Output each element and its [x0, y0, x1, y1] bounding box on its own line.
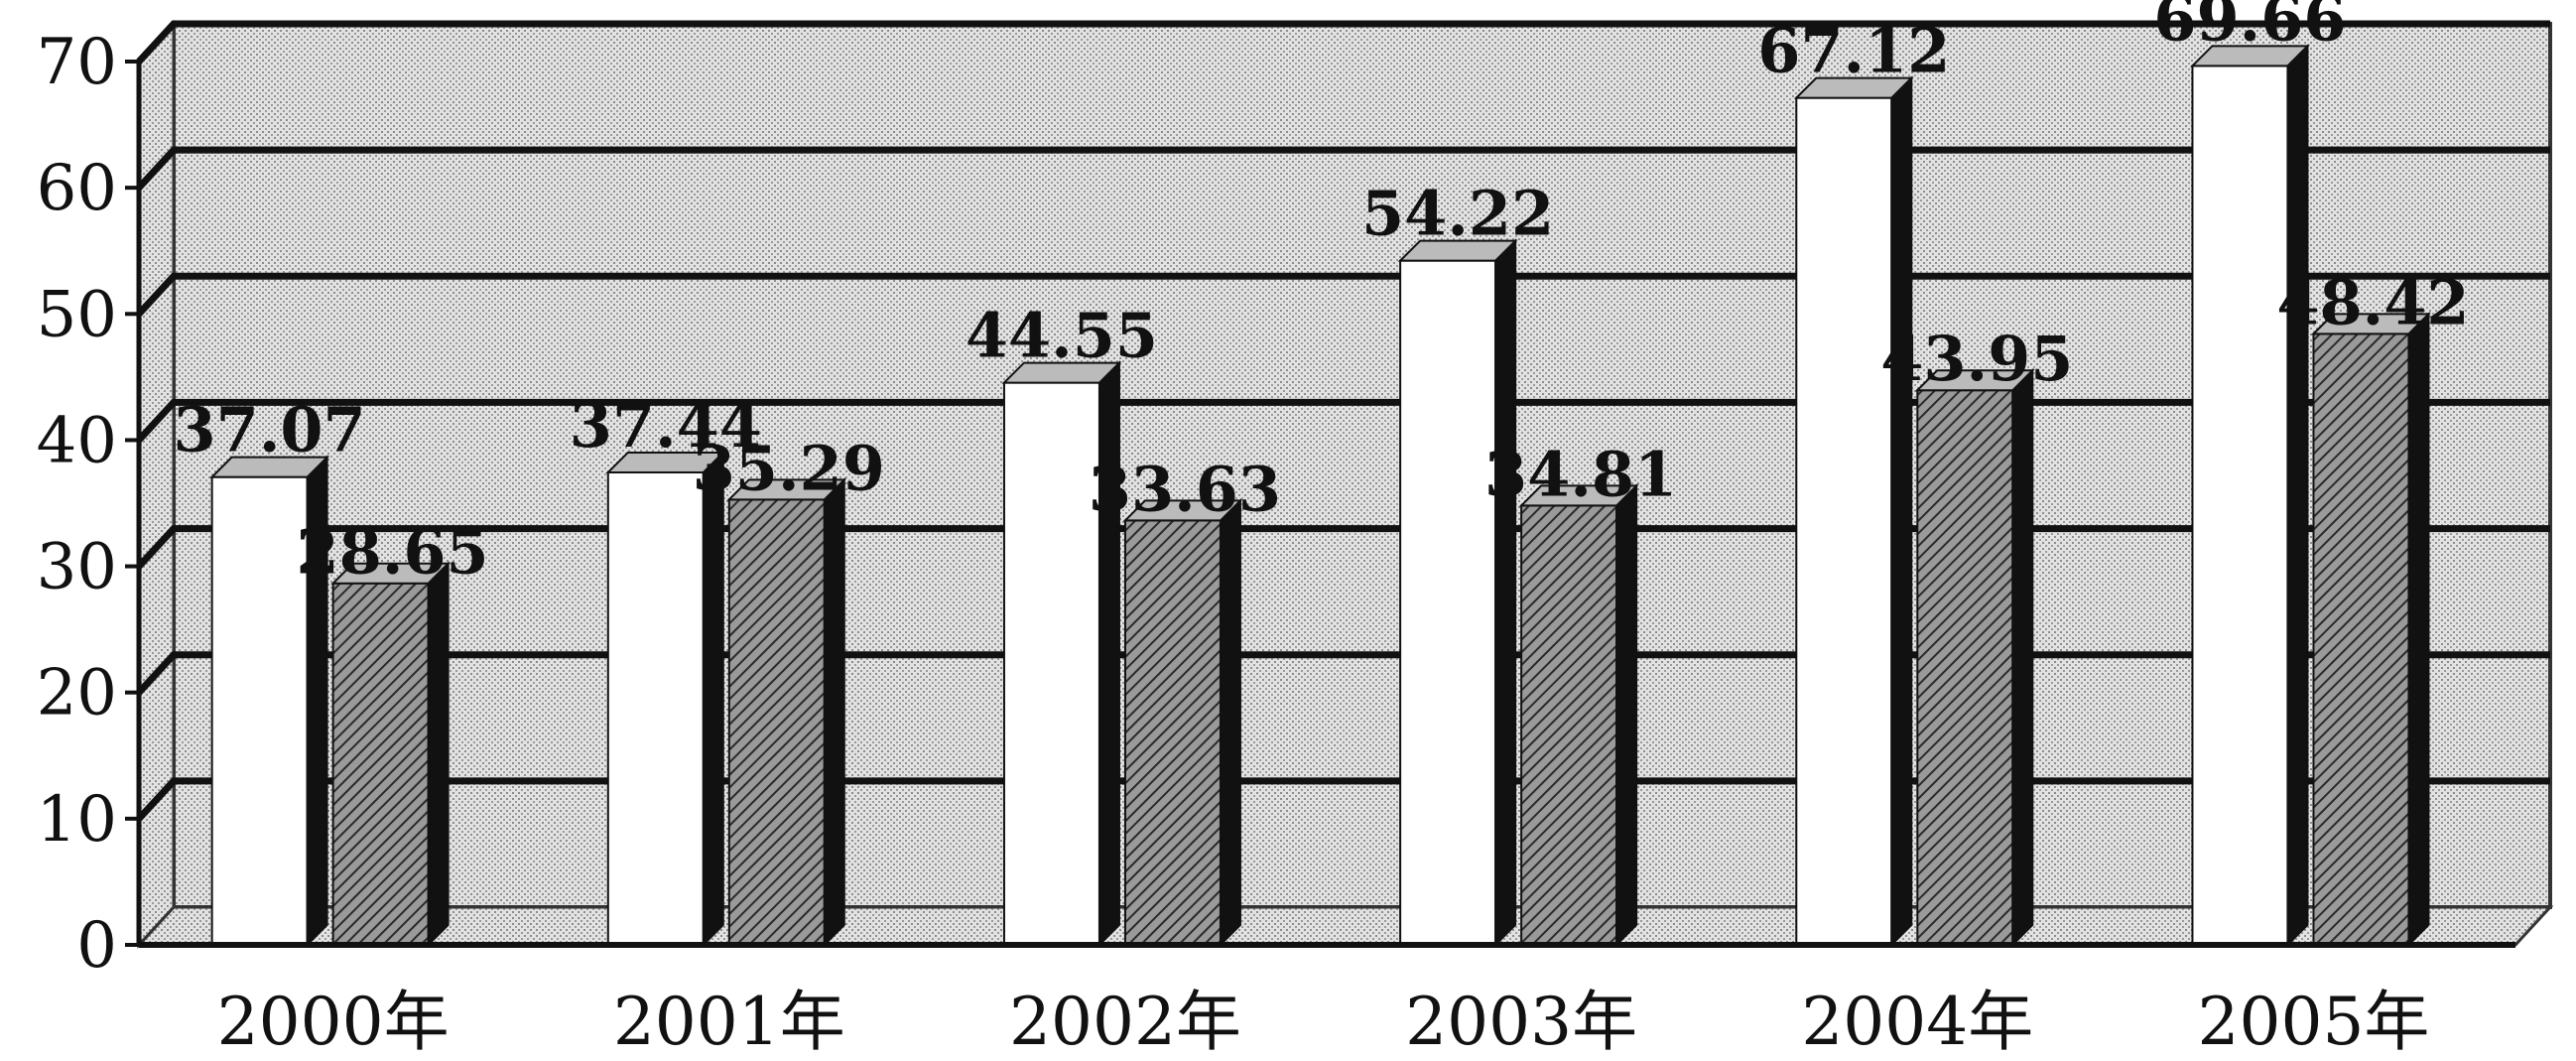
data-label-s2-1: 35.29: [693, 432, 885, 504]
data-label-s2-0: 28.65: [297, 516, 489, 589]
data-label-s1-0: 37.07: [174, 394, 366, 466]
bar-s2-5: [2311, 311, 2431, 948]
bar-s1-3: [1397, 238, 1518, 948]
data-label-s1-2: 44.55: [966, 300, 1158, 372]
data-label-s1-4: 67.12: [1757, 15, 1950, 87]
gridline-60: [136, 146, 2550, 191]
x-category-label-4: 2004年: [1801, 984, 2033, 1060]
y-tick-label-40: 40: [37, 404, 117, 477]
x-category-label-5: 2005年: [2197, 984, 2429, 1060]
data-label-s1-3: 54.22: [1361, 178, 1554, 250]
gridline-40: [136, 398, 2550, 443]
data-label-s2-5: 48.42: [2276, 266, 2469, 338]
y-tick-label-30: 30: [37, 531, 117, 604]
data-label-s1-5: 69.66: [2153, 0, 2346, 55]
gridline-70: [136, 20, 2550, 65]
gridline-20: [136, 651, 2550, 696]
x-category-label-1: 2001年: [613, 984, 845, 1060]
y-tick-label-60: 60: [37, 152, 117, 225]
bar-s1-0: [209, 455, 330, 948]
bar-s1-1: [605, 450, 726, 948]
gridline-10: [136, 777, 2550, 822]
gridline-30: [136, 525, 2550, 569]
data-label-s2-4: 43.95: [1880, 323, 2073, 395]
data-label-s1-1: 37.44: [570, 389, 762, 462]
y-tick-label-10: 10: [37, 783, 117, 857]
bar-s2-0: [330, 561, 451, 948]
bar-s2-3: [1518, 483, 1639, 948]
x-category-label-2: 2002年: [1009, 984, 1241, 1060]
bar-s2-2: [1122, 498, 1243, 948]
data-label-s2-3: 34.81: [1484, 438, 1677, 510]
bar-s2-1: [726, 476, 847, 948]
bar-s2-4: [1914, 367, 2035, 948]
gridline-50: [136, 272, 2550, 317]
bar-s1-2: [1001, 360, 1122, 948]
bar-s1-5: [2190, 43, 2310, 948]
bar-s1-4: [1793, 75, 1914, 948]
y-tick-label-20: 20: [37, 657, 117, 730]
x-category-label-3: 2003年: [1405, 984, 1637, 1060]
x-category-label-0: 2000年: [217, 984, 450, 1060]
plot-side-wall: [137, 20, 176, 949]
data-label-s2-2: 33.63: [1089, 453, 1281, 525]
y-tick-label-70: 70: [37, 26, 117, 99]
plot-back-wall: [172, 22, 2552, 909]
plot-floor: [135, 905, 2554, 947]
y-tick-label-0: 0: [76, 909, 117, 983]
y-tick-label-50: 50: [37, 278, 117, 351]
